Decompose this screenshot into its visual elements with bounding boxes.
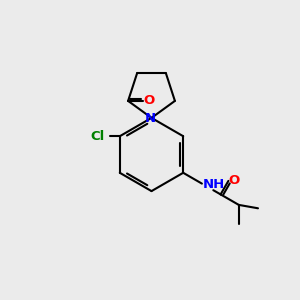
Text: O: O (143, 94, 154, 107)
Text: NH: NH (202, 178, 225, 191)
Text: Cl: Cl (90, 130, 104, 143)
Text: O: O (228, 174, 239, 187)
Text: N: N (145, 112, 156, 125)
